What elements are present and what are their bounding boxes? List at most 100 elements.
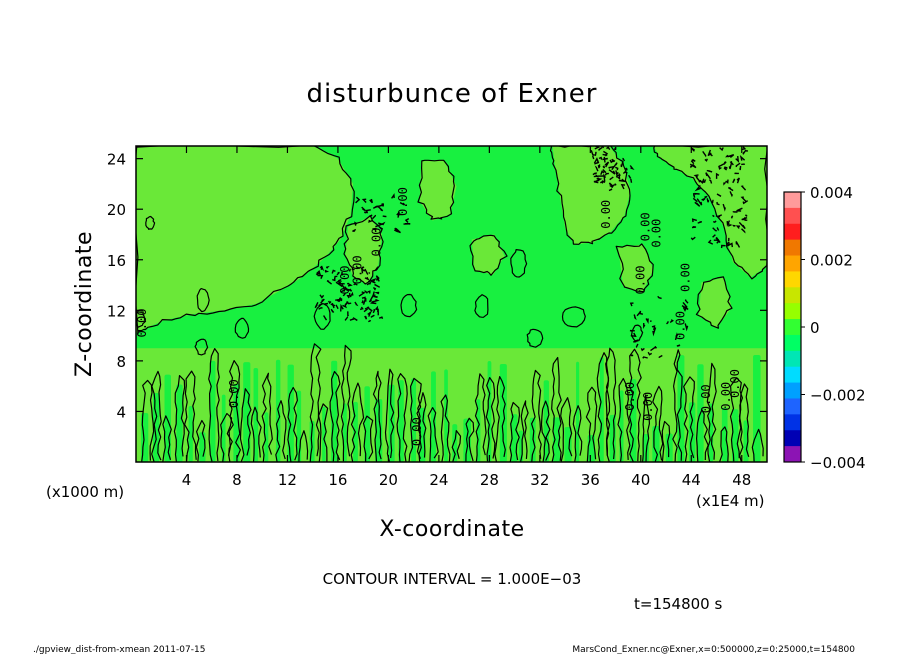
- contour-filament: [595, 152, 596, 156]
- x-tick-label: 16: [328, 471, 347, 489]
- contour-filament: [593, 156, 594, 159]
- x-axis-label: X-coordinate: [379, 517, 524, 542]
- negative-finger: [753, 355, 761, 462]
- x-tick-label: 40: [631, 471, 650, 489]
- colorbar-segment: [784, 367, 801, 383]
- contour-label: 0.00: [370, 228, 384, 257]
- negative-finger: [600, 357, 604, 462]
- x-tick-label: 32: [530, 471, 549, 489]
- x-unit-left: (x1000 m): [46, 483, 124, 501]
- contour-filament: [631, 355, 633, 356]
- contour-label: 0.00: [650, 219, 664, 248]
- colorbar-segment: [784, 208, 801, 224]
- contour-label: 0.00: [135, 309, 149, 338]
- contour-label: 0.00: [623, 382, 637, 411]
- colorbar-segment: [784, 224, 801, 240]
- contour-filament: [677, 345, 680, 346]
- x-tick-label: 4: [182, 471, 192, 489]
- colorbar-tick-label: −0.004: [810, 454, 866, 472]
- negative-finger: [564, 427, 571, 462]
- contour-label: 0.00: [633, 266, 647, 295]
- plot-area: 0.000.000.000.000.00 0.000.000.00 0.000.00…: [134, 145, 769, 463]
- colorbar-tick-label: 0: [810, 319, 820, 337]
- contour-interval: CONTOUR INTERVAL = 1.000E−03: [323, 570, 582, 588]
- colorbar-tick-label: 0.004: [810, 184, 853, 202]
- contour-label: 0.00: [396, 187, 410, 216]
- contour-label: 0.00: [641, 392, 655, 421]
- colorbar-segment: [784, 430, 801, 446]
- contour-filament: [378, 309, 379, 316]
- colorbar-segment: [784, 256, 801, 272]
- contour-filament: [348, 311, 349, 315]
- contour-filament: [324, 304, 328, 305]
- contour-filament: [374, 297, 378, 298]
- y-axis-label: Z-coordinate: [72, 231, 97, 377]
- x-tick-label: 28: [480, 471, 499, 489]
- contour-filament: [631, 179, 632, 183]
- x-tick-label: 20: [379, 471, 398, 489]
- contour-filament: [740, 166, 741, 170]
- colorbar-segment: [784, 240, 801, 256]
- y-tick-label: 20: [107, 201, 126, 219]
- contour-label: 0.00: [679, 263, 693, 292]
- x-tick-label: 24: [429, 471, 448, 489]
- contour-label: 0.00: [227, 379, 241, 408]
- contour-filament: [734, 226, 736, 227]
- contour-label: 0.00: [674, 311, 688, 340]
- contour-filament: [713, 215, 715, 216]
- y-tick-label: 24: [107, 151, 126, 169]
- x-tick-label: 48: [732, 471, 751, 489]
- y-tick-label: 4: [116, 403, 126, 421]
- time-label: t=154800 s: [634, 595, 722, 613]
- contour-label: 0.00: [728, 369, 742, 398]
- contour-filament: [732, 216, 733, 219]
- colorbar-segment: [784, 446, 801, 462]
- footer-left: ./gpview_dist-from-xmean 2011-07-15: [33, 645, 205, 654]
- x-unit-right: (x1E4 m): [696, 492, 765, 510]
- colorbar-segment: [784, 351, 801, 367]
- heatmap-field: 0.000.000.000.000.00 0.000.000.00 0.000.00…: [134, 145, 769, 463]
- contour-label: 0.00: [410, 417, 424, 446]
- colorbar-segment: [784, 192, 801, 208]
- x-tick-label: 8: [232, 471, 242, 489]
- colorbar-segment: [784, 398, 801, 414]
- colorbar: 0.004 0.002 0 −0.002 −0.004: [784, 184, 866, 472]
- colorbar-segment: [784, 319, 801, 335]
- negative-finger: [210, 361, 215, 462]
- x-tick-label: 12: [278, 471, 297, 489]
- contour-filament: [643, 357, 648, 358]
- colorbar-segment: [784, 271, 801, 287]
- contour-filament: [364, 212, 367, 213]
- chart-title: disturbunce of Exner: [307, 79, 598, 109]
- contour-filament: [369, 273, 370, 274]
- contour-label: 0.00: [351, 255, 365, 284]
- y-tick-label: 16: [107, 252, 126, 270]
- contour-filament: [694, 194, 699, 195]
- contour-filament: [741, 164, 744, 165]
- colorbar-tick-label: −0.002: [810, 387, 866, 405]
- colorbar-segment: [784, 414, 801, 430]
- contour-filament: [325, 270, 327, 272]
- negative-finger: [610, 415, 616, 462]
- contour-label: 0.00: [338, 266, 352, 295]
- contour-filament: [650, 321, 651, 322]
- contour-filament: [692, 227, 696, 228]
- colorbar-tick-label: 0.002: [810, 252, 853, 270]
- x-tick-label: 44: [682, 471, 701, 489]
- colorbar-segment: [784, 383, 801, 399]
- contour-filament: [383, 216, 387, 217]
- contour-filament: [604, 157, 605, 163]
- contour-label: 0.00: [699, 384, 713, 413]
- contour-label: 0.00: [599, 200, 613, 229]
- colorbar-segment: [784, 287, 801, 303]
- contour-filament: [377, 292, 380, 293]
- contour-filament: [404, 224, 408, 225]
- contour-filament: [630, 331, 635, 332]
- negative-finger: [176, 384, 182, 462]
- x-tick-label: 36: [581, 471, 600, 489]
- colorbar-segment: [784, 335, 801, 351]
- footer-right: MarsCond_Exner.nc@Exner,x=0:500000,z=0:2…: [572, 645, 855, 654]
- y-tick-label: 12: [107, 302, 126, 320]
- colorbar-segment: [784, 303, 801, 319]
